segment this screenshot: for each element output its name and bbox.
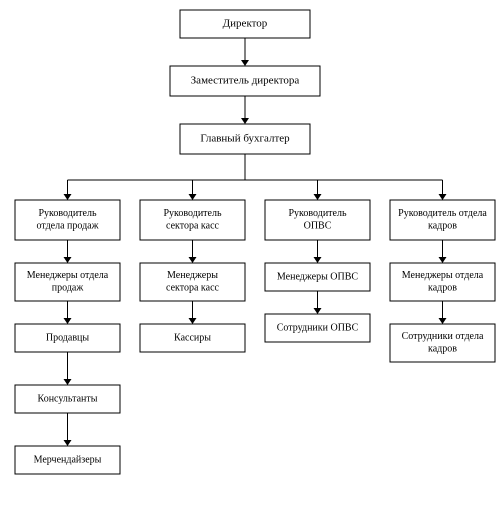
node-mgr_hr: Менеджеры отдела кадров (390, 263, 495, 301)
node-label: кадров (428, 283, 457, 294)
node-label: Менеджеры (167, 270, 218, 281)
node-head_sales: Руководитель отдела продаж (15, 200, 120, 240)
node-label: Руководитель отдела (398, 208, 487, 219)
node-label: Руководитель (163, 208, 222, 219)
node-head_hr: Руководитель отдела кадров (390, 200, 495, 240)
node-sellers: Продавцы (15, 324, 120, 352)
node-label: Менеджеры отдела (27, 270, 109, 281)
node-label: Заместитель директора (191, 75, 300, 87)
node-label: сектора касс (166, 283, 219, 294)
node-label: Кассиры (174, 332, 211, 343)
node-label: Сотрудники ОПВС (277, 322, 359, 333)
node-director: Директор (180, 10, 310, 38)
node-label: Главный бухгалтер (200, 133, 290, 145)
node-emp_opvs: Сотрудники ОПВС (265, 314, 370, 342)
node-label: Продавцы (46, 332, 90, 343)
node-emp_hr: Сотрудники отдела кадров (390, 324, 495, 362)
org-chart: Директор Заместитель директора Главный бух… (0, 0, 501, 517)
node-consultants: Консультанты (15, 385, 120, 413)
node-head_cash: Руководитель сектора касс (140, 200, 245, 240)
node-label: Руководитель (38, 208, 97, 219)
node-merch: Мерчендайзеры (15, 446, 120, 474)
node-label: продаж (52, 283, 84, 294)
node-label: Мерчендайзеры (34, 454, 102, 465)
node-label: Консультанты (38, 393, 98, 404)
node-label: ОПВС (304, 221, 332, 232)
node-accountant: Главный бухгалтер (180, 124, 310, 154)
node-label: сектора касс (166, 221, 219, 232)
node-mgr_opvs: Менеджеры ОПВС (265, 263, 370, 291)
node-label: отдела продаж (36, 221, 98, 232)
node-label: Руководитель (288, 208, 347, 219)
node-head_opvs: Руководитель ОПВС (265, 200, 370, 240)
node-deputy: Заместитель директора (170, 66, 320, 96)
node-label: кадров (428, 344, 457, 355)
node-label: кадров (428, 221, 457, 232)
node-mgr_cash: Менеджеры сектора касс (140, 263, 245, 301)
node-cashiers: Кассиры (140, 324, 245, 352)
node-label: Менеджеры отдела (402, 270, 484, 281)
node-label: Сотрудники отдела (402, 331, 484, 342)
node-mgr_sales: Менеджеры отдела продаж (15, 263, 120, 301)
node-label: Директор (223, 18, 268, 30)
node-label: Менеджеры ОПВС (277, 271, 358, 282)
